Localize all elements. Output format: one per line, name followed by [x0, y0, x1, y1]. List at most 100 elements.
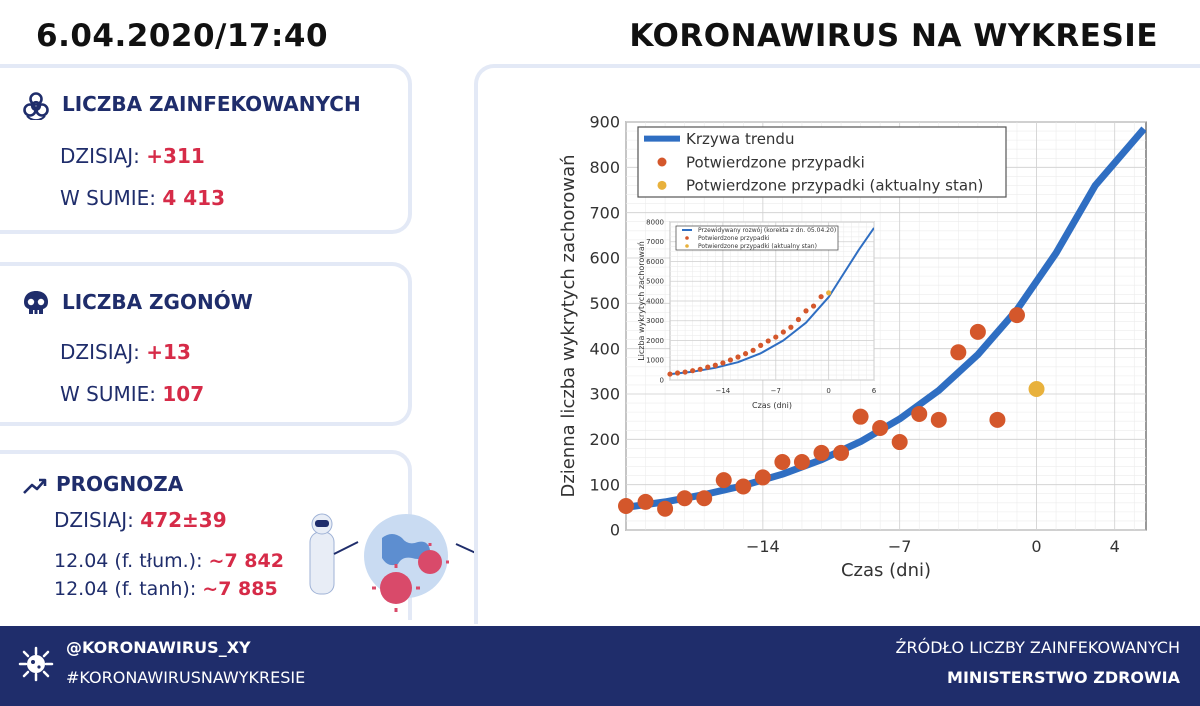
inset-y-tick-label: 0	[660, 376, 664, 384]
forecast-f1-row: 12.04 (f. tłum.): ~7 842	[54, 550, 284, 572]
main-x-tick-label: −14	[746, 537, 780, 556]
inset-legend-label: Przewidywany rozwój (korekta z dn. 05.04…	[698, 227, 836, 234]
main-data-point	[989, 411, 1006, 428]
trend-up-arrow-icon	[23, 478, 47, 494]
main-data-point	[657, 500, 674, 517]
inset-legend-label: Potwierdzone przypadki	[698, 235, 770, 242]
main-data-point	[793, 454, 810, 470]
inset-data-point	[818, 294, 824, 300]
inset-y-tick-label: 2000	[646, 337, 664, 345]
infected-total-value: 4 413	[162, 186, 225, 210]
forecast-card: PROGNOZA DZISIAJ: 472±39 12.04 (f. tłum.…	[0, 450, 412, 620]
main-current-point	[1028, 381, 1045, 398]
main-data-point	[911, 405, 928, 422]
main-data-point	[696, 490, 713, 507]
inset-legend-point-swatch	[685, 236, 689, 240]
main-y-tick-label: 0	[610, 521, 620, 540]
main-legend-current-swatch	[657, 180, 667, 190]
inset-data-point	[788, 324, 794, 330]
inset-data-point	[780, 329, 786, 335]
footer-source-name: MINISTERSTWO ZDROWIA	[947, 668, 1180, 687]
footer-hashtag[interactable]: #KORONAWIRUSNAWYKRESIE	[66, 668, 306, 687]
inset-data-point	[773, 334, 779, 340]
deaths-today-row: DZISIAJ: +13	[60, 340, 191, 364]
main-data-point	[930, 411, 947, 428]
virus-icon	[18, 646, 54, 682]
forecast-f2-label: 12.04 (f. tanh):	[54, 578, 197, 600]
forecast-title: PROGNOZA	[56, 472, 184, 496]
inset-data-point	[712, 362, 718, 368]
main-y-tick-label: 900	[589, 113, 620, 132]
main-data-point	[618, 497, 634, 514]
forecast-f2-row: 12.04 (f. tanh): ~7 885	[54, 578, 278, 600]
deaths-card: LICZBA ZGONÓW DZISIAJ: +13 W SUMIE: 107	[0, 262, 412, 426]
inset-legend-label: Potwierdzone przypadki (aktualny stan)	[698, 243, 817, 250]
inset-data-point	[720, 360, 726, 366]
infected-today-label: DZISIAJ:	[60, 144, 140, 168]
main-x-tick-label: 4	[1110, 537, 1120, 556]
infected-card: LICZBA ZAINFEKOWANYCH DZISIAJ: +311 W SU…	[0, 64, 412, 234]
main-data-point	[676, 490, 693, 507]
inset-data-point	[674, 370, 681, 376]
inset-data-point	[682, 369, 688, 375]
inset-data-point	[735, 354, 741, 360]
main-data-point	[1008, 307, 1025, 324]
main-data-point	[833, 444, 850, 461]
main-data-point	[891, 434, 908, 451]
forecast-today-label: DZISIAJ:	[54, 508, 134, 532]
forecast-f1-value: ~7 842	[208, 550, 284, 572]
main-y-tick-label: 300	[589, 385, 620, 404]
infected-today-value: +311	[146, 144, 205, 168]
header-title: KORONAWIRUS NA WYKRESIE	[629, 18, 1158, 54]
main-data-point	[715, 472, 732, 489]
inset-y-tick-label: 4000	[646, 297, 664, 305]
main-data-point	[774, 454, 791, 470]
biohazard-icon	[23, 92, 49, 120]
infected-total-label: W SUMIE:	[60, 186, 156, 210]
main-legend-point-swatch	[657, 157, 667, 167]
deaths-today-label: DZISIAJ:	[60, 340, 140, 364]
inset-data-point	[690, 368, 696, 374]
inset-data-point	[803, 308, 809, 314]
inset-y-axis-label: Liczba wykrytych zachorowań	[637, 241, 646, 361]
forecast-today-value: 472±39	[140, 508, 227, 532]
main-y-tick-label: 400	[589, 339, 620, 358]
main-y-tick-label: 600	[589, 249, 620, 268]
main-legend-box	[637, 126, 1007, 198]
inset-data-point	[765, 338, 771, 344]
skull-icon	[24, 291, 48, 314]
inset-y-tick-label: 8000	[646, 218, 664, 226]
main-data-point	[735, 478, 752, 495]
inset-y-tick-label: 3000	[646, 317, 664, 325]
inset-data-point	[750, 347, 756, 353]
forecast-f2-value: ~7 885	[202, 578, 278, 600]
footer-handle[interactable]: @KORONAWIRUS_XY	[66, 638, 251, 657]
main-data-point	[950, 344, 967, 361]
deaths-total-value: 107	[162, 382, 205, 406]
main-legend-label: Krzywa trendu	[686, 130, 794, 148]
inset-legend-box	[675, 225, 839, 251]
main-data-point	[637, 493, 654, 510]
footer-source-label: ŹRÓDŁO LICZBY ZAINFEKOWANYCH	[895, 638, 1180, 657]
main-y-tick-label: 100	[589, 475, 620, 494]
inset-x-axis-label: Czas (dni)	[752, 401, 792, 410]
main-y-tick-label: 800	[589, 158, 620, 177]
main-data-point	[852, 408, 869, 425]
inset-y-tick-label: 1000	[646, 357, 664, 365]
forecast-f1-label: 12.04 (f. tłum.):	[54, 550, 203, 572]
inset-data-point	[727, 357, 734, 363]
infected-today-row: DZISIAJ: +311	[60, 144, 205, 168]
main-data-point	[969, 323, 986, 340]
inset-x-tick-label: 6	[872, 387, 877, 395]
main-legend-label: Potwierdzone przypadki	[686, 153, 865, 171]
footer: @KORONAWIRUS_XY #KORONAWIRUSNAWYKRESIE Ź…	[0, 626, 1200, 706]
main-x-axis-label: Czas (dni)	[841, 560, 931, 581]
inset-x-tick-label: −7	[771, 387, 781, 395]
inset-x-tick-label: 0	[826, 387, 830, 395]
main-legend-label: Potwierdzone przypadki (aktualny stan)	[686, 177, 983, 195]
main-y-tick-label: 700	[589, 203, 620, 222]
main-y-tick-label: 500	[589, 294, 620, 313]
main-x-tick-label: 0	[1031, 537, 1041, 556]
forecast-today-row: DZISIAJ: 472±39	[54, 508, 227, 532]
